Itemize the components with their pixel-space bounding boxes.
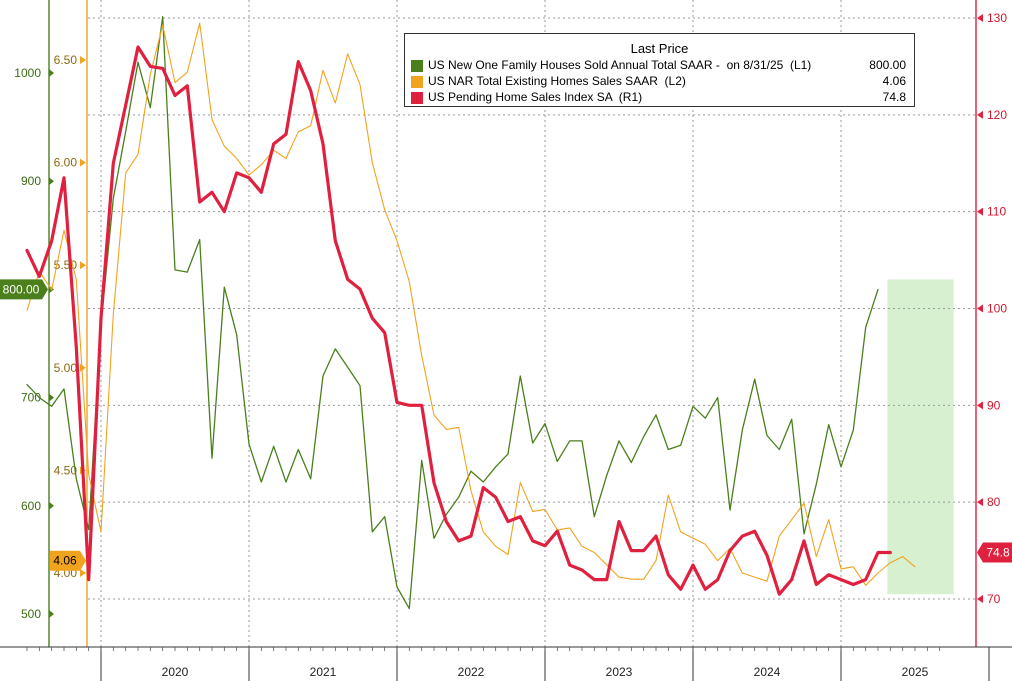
tick-label-l2: 4.50 — [54, 463, 78, 477]
tick-label-l1: 1000 — [14, 66, 41, 80]
badge-pending-text: 74.8 — [986, 546, 1010, 560]
legend-item-new-homes: US New One Family Houses Sold Annual Tot… — [411, 58, 906, 74]
badge-new-homes-text: 800.00 — [3, 282, 40, 296]
tick-label-r1: 80 — [987, 495, 1001, 509]
tick-mark-r1 — [977, 304, 983, 313]
tick-mark-l2 — [80, 569, 86, 577]
badge-pending-shape — [977, 542, 1012, 563]
tick-label-r1: 110 — [987, 205, 1006, 219]
tick-mark-l1 — [49, 501, 54, 510]
tick-mark-l1 — [49, 393, 54, 402]
tick-label-l1: 900 — [21, 174, 41, 188]
legend-swatch-existing-homes — [411, 76, 423, 88]
tick-label-r1: 70 — [987, 592, 1001, 606]
legend-swatch-pending-sales — [411, 92, 423, 104]
tick-mark-r1 — [977, 207, 983, 216]
tick-mark-r1 — [977, 401, 983, 410]
tick-mark-r1 — [977, 595, 983, 603]
highlight-band — [887, 279, 954, 595]
tick-mark-r1 — [977, 110, 983, 119]
x-tick-label: 2025 — [902, 665, 929, 679]
badge-pending: 74.8 — [977, 542, 1012, 563]
legend-title: Last Price — [630, 41, 689, 56]
tick-mark-l1 — [49, 610, 54, 618]
legend: Last Price US New One Family Houses Sold… — [404, 33, 915, 107]
tick-mark-r1 — [977, 14, 983, 22]
x-tick-label: 2022 — [458, 665, 485, 679]
tick-label-r1: 120 — [987, 108, 1007, 122]
tick-label-l2: 6.00 — [54, 156, 78, 170]
legend-item-existing-homes: US NAR Total Existing Homes Sales SAAR (… — [411, 74, 906, 90]
series-line-r1 — [25, 45, 892, 596]
series — [25, 16, 916, 610]
tick-mark-r1 — [977, 498, 983, 507]
tick-mark-l2 — [80, 158, 86, 167]
badge-new-homes: 800.00 — [0, 279, 48, 300]
tick-label-r1: 100 — [987, 302, 1007, 316]
legend-label: US New One Family Houses Sold Annual Tot… — [428, 58, 812, 72]
value-badges: 800.00 4.06 74.8 — [0, 279, 1012, 571]
legend-label: US Pending Home Sales Index SA (R1) — [428, 90, 643, 104]
highlight-region — [887, 279, 954, 595]
legend-item-pending-sales: US Pending Home Sales Index SA (R1) 74.8 — [411, 90, 906, 106]
tick-mark-l1 — [49, 69, 54, 77]
tick-label-l1: 700 — [21, 391, 41, 405]
legend-value: 74.8 — [882, 90, 906, 104]
x-tick-label: 2021 — [310, 665, 337, 679]
x-tick-label: 2023 — [606, 665, 633, 679]
legend-swatch-new-homes — [411, 60, 423, 72]
tick-mark-l2 — [80, 261, 86, 270]
tick-label-l1: 500 — [21, 607, 41, 621]
x-tick-label: 2024 — [754, 665, 781, 679]
badge-existing-text: 4.06 — [53, 554, 77, 568]
series-line-l2 — [26, 22, 916, 586]
tick-mark-l2 — [80, 363, 86, 372]
x-tick-label: 2020 — [162, 665, 189, 679]
series-line-l1 — [26, 16, 879, 610]
badge-existing: 4.06 — [50, 550, 86, 571]
tick-label-l1: 600 — [21, 499, 41, 513]
badge-existing-shape — [50, 550, 86, 571]
tick-label-l2: 6.50 — [54, 53, 78, 67]
legend-label: US NAR Total Existing Homes Sales SAAR (… — [428, 74, 686, 88]
tick-label-r1: 130 — [987, 11, 1007, 25]
legend-value: 800.00 — [869, 58, 906, 72]
legend-value: 4.06 — [882, 74, 906, 88]
tick-label-l2: 5.00 — [54, 361, 78, 375]
tick-label-r1: 90 — [987, 398, 1001, 412]
badge-new-homes-shape — [0, 279, 48, 300]
tick-mark-l1 — [49, 177, 54, 186]
tick-mark-l2 — [80, 56, 86, 64]
